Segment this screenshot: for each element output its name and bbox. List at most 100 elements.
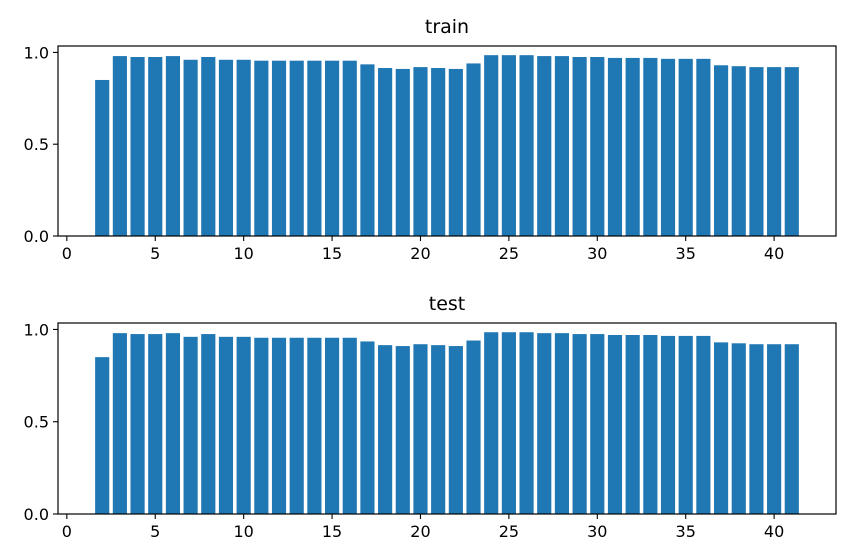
y-tick-label: 0.0	[24, 505, 49, 524]
bar	[590, 334, 605, 514]
bar	[254, 337, 269, 514]
bar	[395, 346, 410, 514]
bar	[289, 337, 304, 514]
bar	[537, 56, 552, 236]
x-tick-label: 35	[676, 244, 696, 263]
y-tick-label: 0.0	[24, 227, 49, 246]
bar	[625, 57, 640, 237]
bar	[236, 59, 251, 236]
bar	[660, 335, 676, 514]
bar	[431, 68, 446, 236]
chart-title: train	[425, 16, 469, 38]
bar	[731, 343, 746, 514]
bar	[378, 68, 393, 236]
bar	[289, 60, 304, 236]
bar	[130, 334, 145, 514]
bar	[201, 57, 216, 237]
axes-frame	[57, 45, 837, 237]
train-chart: train 0 5 10 15 20 25 30 35 40 0.0 0.5 1.0	[24, 16, 837, 263]
bar	[201, 334, 216, 514]
y-tick-label: 1.0	[24, 43, 49, 62]
x-tick-label: 15	[322, 244, 342, 263]
bar	[537, 333, 552, 514]
x-tick-label: 35	[676, 522, 696, 541]
bar	[466, 63, 481, 236]
bar	[431, 345, 446, 514]
bar	[130, 57, 145, 237]
bar	[148, 334, 163, 514]
bar	[484, 55, 499, 237]
bar	[749, 67, 764, 236]
bar	[590, 57, 605, 237]
bar	[484, 332, 499, 514]
bar	[360, 341, 375, 514]
bar	[643, 335, 658, 514]
bar	[218, 59, 234, 236]
y-tick-label: 0.5	[24, 135, 49, 154]
bar	[271, 60, 287, 236]
bar	[236, 336, 251, 514]
bar	[678, 58, 693, 236]
bar	[307, 337, 322, 514]
bar	[183, 336, 198, 514]
bar	[731, 66, 746, 236]
bar	[784, 67, 799, 236]
x-tick-label: 5	[150, 522, 160, 541]
bar	[95, 357, 110, 514]
x-tick-label: 30	[587, 522, 607, 541]
bar	[660, 58, 676, 236]
x-tick-label: 40	[764, 244, 784, 263]
bar	[714, 65, 729, 236]
bar	[307, 60, 322, 236]
bar	[519, 55, 534, 237]
bar	[413, 67, 428, 236]
bar	[784, 344, 799, 514]
bar	[607, 335, 623, 514]
bar	[501, 332, 516, 514]
x-tick-label: 25	[499, 522, 519, 541]
bar	[448, 346, 463, 514]
bar	[112, 56, 127, 236]
bar	[183, 59, 198, 236]
bar	[554, 56, 570, 236]
test-chart: test 0 5 10 15 20 25 30 35 40 0.0 0.5 1.0	[24, 293, 837, 541]
bar	[342, 60, 357, 236]
x-tick-label: 10	[233, 244, 253, 263]
bar	[572, 57, 587, 237]
axes-frame	[57, 322, 837, 515]
x-tick-label: 40	[764, 522, 784, 541]
bar	[95, 79, 110, 237]
bar	[678, 335, 693, 514]
x-tick-label: 0	[62, 244, 72, 263]
bar	[413, 344, 428, 514]
x-tick-label: 10	[233, 522, 253, 541]
bar	[607, 57, 623, 237]
bar	[218, 336, 234, 514]
bar	[254, 60, 269, 236]
x-tick-label: 30	[587, 244, 607, 263]
x-tick-label: 0	[62, 522, 72, 541]
bar	[714, 342, 729, 514]
bar	[572, 334, 587, 514]
y-tick-label: 0.5	[24, 413, 49, 432]
x-tick-label: 5	[150, 244, 160, 263]
bar	[148, 57, 163, 237]
bar	[696, 335, 711, 514]
bar	[112, 333, 127, 514]
bar	[325, 337, 340, 514]
bar	[342, 337, 357, 514]
x-tick-label: 25	[499, 244, 519, 263]
bar	[395, 68, 410, 236]
bar	[360, 64, 375, 236]
bar	[696, 58, 711, 236]
bar	[554, 333, 570, 514]
bar	[165, 333, 181, 514]
x-tick-label: 15	[322, 522, 342, 541]
bar	[767, 344, 782, 514]
bar	[378, 345, 393, 514]
bar	[625, 335, 640, 514]
bar	[165, 56, 181, 236]
bar	[767, 67, 782, 236]
bar	[448, 68, 463, 236]
bar	[501, 55, 516, 237]
